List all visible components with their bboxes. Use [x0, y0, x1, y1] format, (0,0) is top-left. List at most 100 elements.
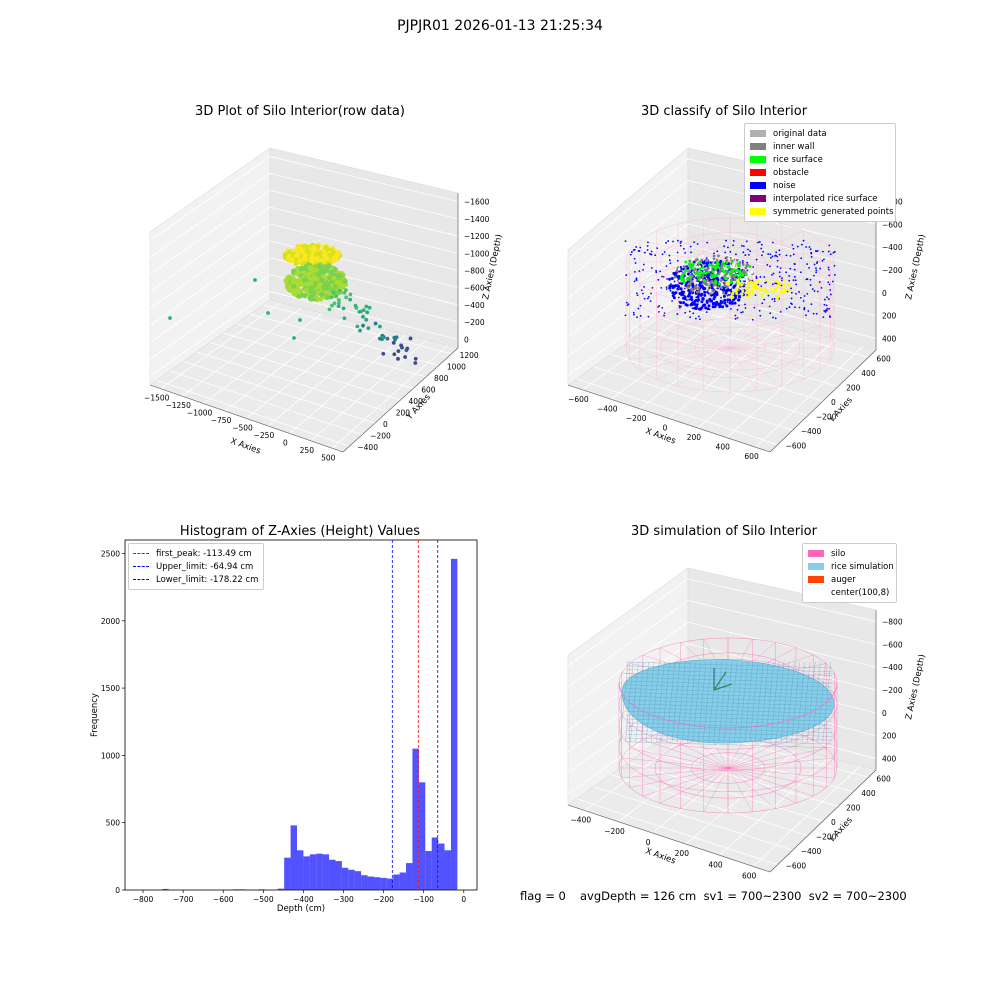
- point-noise: [721, 305, 725, 309]
- point-noise: [800, 243, 803, 246]
- point-noise: [670, 283, 672, 285]
- point-noise: [771, 283, 774, 286]
- point-noise: [751, 318, 754, 321]
- x-tick-label: −500: [232, 424, 253, 433]
- point-noise: [740, 311, 743, 314]
- point-noise: [775, 282, 778, 285]
- point-noise: [643, 251, 646, 254]
- point-noise: [670, 276, 674, 280]
- point-noise: [642, 268, 644, 271]
- point: [361, 323, 365, 328]
- point-noise: [833, 264, 836, 267]
- point-noise: [791, 244, 794, 246]
- point-noise: [669, 262, 672, 265]
- point-noise: [678, 306, 681, 309]
- point-noise: [680, 305, 682, 308]
- point-noise: [647, 241, 649, 244]
- point-noise: [694, 317, 697, 320]
- point-noise: [728, 301, 732, 305]
- z-tick-label: 0: [882, 709, 887, 718]
- point-noise: [706, 241, 709, 244]
- z-tick-label: −600: [882, 640, 903, 649]
- y-tick-label: 200: [396, 409, 411, 418]
- point-noise: [811, 288, 814, 291]
- point-noise: [831, 280, 834, 283]
- point-noise: [826, 296, 828, 299]
- point-noise: [720, 296, 722, 299]
- point-noise: [792, 247, 795, 250]
- point: [306, 250, 312, 256]
- silo-spoke: [729, 347, 821, 371]
- point-noise: [830, 293, 832, 296]
- y-tick-label: 400: [409, 397, 424, 406]
- sim3d-x-label: X Axies: [644, 846, 677, 866]
- point-noise: [676, 251, 679, 254]
- silo-spoke: [729, 347, 831, 360]
- z-tick-label: 0: [464, 335, 469, 344]
- point: [358, 328, 362, 333]
- point-noise: [795, 283, 798, 286]
- point-noise: [769, 312, 772, 315]
- point-noise: [803, 295, 806, 297]
- x-tick-label: 250: [300, 446, 315, 455]
- flag-text: flag = 0: [520, 889, 566, 903]
- silo-spoke: [729, 316, 804, 349]
- grid-line: [567, 267, 689, 357]
- point-noise: [828, 244, 831, 247]
- point: [287, 286, 294, 293]
- point-noise: [697, 292, 701, 296]
- grid-line: [149, 274, 271, 360]
- summary-text: avgDepth = 126 cm sv1 = 700~2300 sv2 = 7…: [580, 889, 907, 903]
- point-noise: [705, 257, 708, 260]
- point-noise: [713, 291, 717, 295]
- point-noise: [704, 306, 708, 310]
- point-noise: [788, 306, 791, 308]
- point-noise: [725, 304, 729, 308]
- point-noise: [724, 289, 728, 293]
- point-noise: [668, 254, 671, 257]
- point-noise: [806, 263, 809, 265]
- x-tick-label: −200: [604, 827, 625, 836]
- point-noise: [788, 279, 791, 282]
- silo-spoke: [677, 309, 731, 349]
- point-noise: [719, 299, 723, 303]
- point-noise: [707, 304, 711, 308]
- point-noise: [732, 240, 735, 242]
- point-noise: [779, 267, 782, 270]
- x-tick-label: −750: [211, 416, 232, 425]
- point-noise: [716, 250, 719, 253]
- silo-spoke: [729, 219, 758, 263]
- point-noise: [679, 287, 683, 291]
- legend-entry: center(100,8): [808, 586, 891, 599]
- silo-spoke: [629, 347, 731, 360]
- point-noise: [643, 297, 646, 300]
- point: [355, 324, 360, 329]
- point-noise: [766, 264, 769, 266]
- point: [336, 304, 341, 308]
- grid-line: [209, 342, 401, 401]
- point: [316, 270, 322, 277]
- point-noise: [762, 250, 765, 253]
- grid-line: [567, 288, 689, 376]
- y-tick-label: −600: [786, 862, 807, 871]
- point-noise: [665, 265, 668, 268]
- point-noise: [690, 302, 694, 306]
- x-tick-label: 0: [283, 438, 288, 447]
- point-noise: [663, 314, 666, 317]
- point-noise: [685, 303, 689, 307]
- point-noise: [723, 301, 727, 305]
- point: [307, 295, 313, 301]
- point-noise: [758, 241, 761, 243]
- grid-line: [236, 323, 427, 378]
- silo-spoke: [656, 347, 731, 380]
- point-noise: [816, 262, 818, 264]
- point-noise: [799, 296, 802, 299]
- classify3d-points: [624, 239, 836, 321]
- point-noise: [761, 302, 764, 305]
- point-noise: [730, 307, 732, 310]
- point: [396, 349, 401, 354]
- silo-spoke: [677, 223, 731, 263]
- point-noise: [778, 271, 781, 274]
- x-tick-label: −1500: [144, 394, 170, 403]
